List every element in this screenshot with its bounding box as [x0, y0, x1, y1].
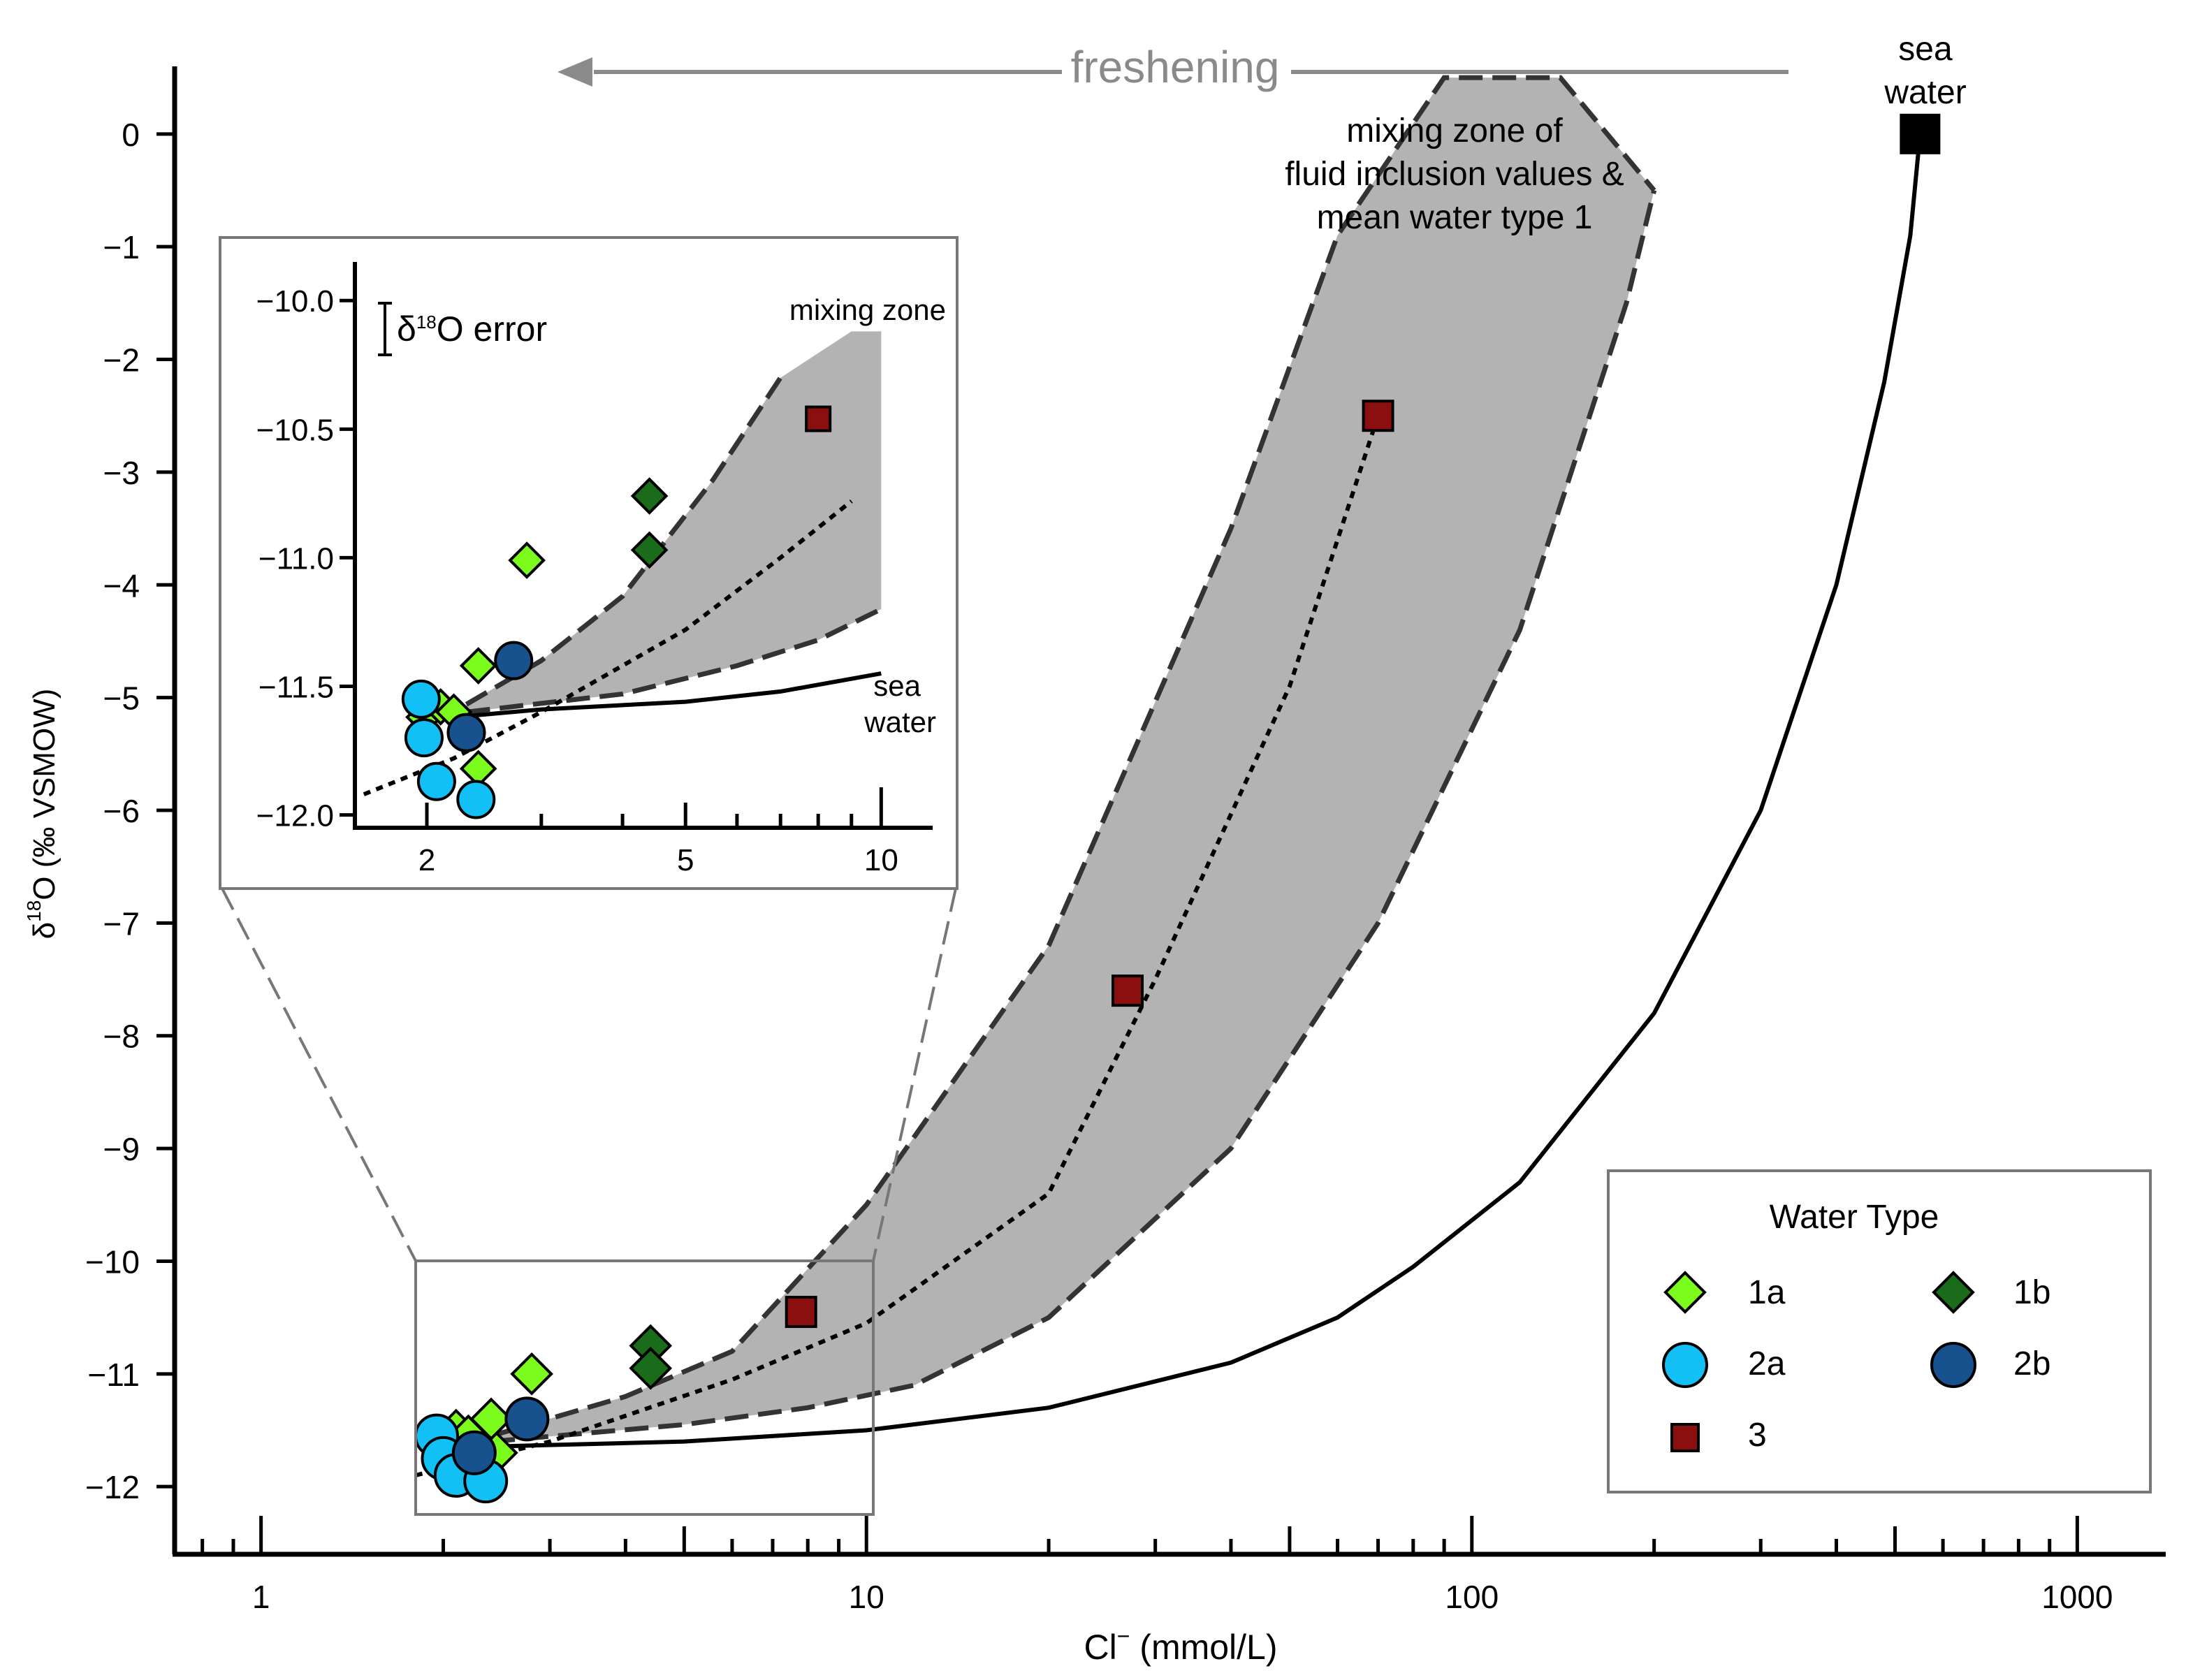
- data-point-1b: [629, 1346, 673, 1390]
- freshening-arrowhead: [558, 57, 592, 87]
- y-tick-label: −8: [103, 1018, 140, 1055]
- inset-sea-label-line1: sea: [873, 669, 921, 702]
- inset-plot: −10.0 −10.5 −11.0 −11.5 −12.0 2 5 10: [219, 236, 959, 890]
- inset-x-tick-label: 2: [418, 843, 435, 877]
- inset-x-tick-label: 5: [677, 843, 694, 877]
- inset-data-point-2a: [401, 679, 441, 719]
- inset-data-point-2a: [404, 718, 444, 758]
- y-tick-label: −4: [103, 567, 140, 604]
- data-point-1a: [510, 1352, 553, 1396]
- inset-data-point-1b: [630, 477, 669, 515]
- y-tick-label: −9: [103, 1131, 140, 1167]
- legend-label-2b: 2b: [2013, 1345, 2050, 1382]
- y-tick-label: 0: [122, 117, 140, 153]
- mixing-zone-label-line2: fluid inclusion values &: [1285, 156, 1624, 193]
- y-tick-label: −10: [85, 1243, 140, 1280]
- legend-marker-3: [1670, 1423, 1700, 1452]
- inset-y-tick-label: −10.0: [256, 284, 334, 319]
- mixing-zone-label-line3: mean water type 1: [1317, 199, 1593, 236]
- mean-water-line: [415, 415, 1380, 1477]
- mixing-zone-label-line1: mixing zone of: [1346, 112, 1563, 149]
- inset-y-tick-label: −10.5: [256, 413, 334, 447]
- inset-y-tick-label: −11.0: [258, 541, 334, 576]
- mixing-zone-lower-bound: [490, 189, 1657, 1445]
- inset-data-point-2a: [416, 761, 456, 801]
- inset-mixing-zone-area: [466, 331, 882, 713]
- y-tick-label: −7: [103, 905, 140, 942]
- y-axis-label: δ18O (‰ VSMOW): [23, 689, 61, 940]
- inset-x-tick-label: 10: [864, 843, 898, 877]
- inset-zone-lower-bound: [466, 606, 882, 715]
- sea-water-label-line2: water: [1883, 74, 1966, 111]
- inset-y-tick-label: −12.0: [256, 799, 334, 833]
- x-tick-label: 1000: [2041, 1579, 2113, 1615]
- inset-data-point-1a: [459, 647, 497, 685]
- legend-label-1a: 1a: [1748, 1274, 1786, 1311]
- sea-water-point: [1900, 113, 1941, 154]
- x-axis-label: Cl− (mmol/L): [1084, 1623, 1277, 1667]
- y-tick-label: −6: [103, 793, 140, 829]
- x-tick-label: 10: [849, 1579, 884, 1615]
- inset-data-point-1b: [630, 531, 669, 569]
- inset-error-label: δ18O error: [397, 309, 547, 349]
- inset-zone-upper-bound: [465, 376, 783, 707]
- y-tick-label: −1: [103, 229, 140, 265]
- sea-water-label-line1: sea: [1898, 31, 1953, 68]
- inset-mixing-zone-label: mixing zone: [789, 293, 946, 326]
- zoom-connector-right: [872, 888, 957, 1262]
- inset-y-tick-label: −11.5: [258, 671, 334, 705]
- y-tick-label: −12: [85, 1469, 140, 1505]
- legend-marker-2b: [1930, 1342, 1976, 1388]
- freshening-label: freshening: [1071, 42, 1280, 92]
- data-point-2b: [504, 1396, 550, 1442]
- x-tick-label: 1: [252, 1579, 270, 1615]
- seawater-mixing-curve: [468, 133, 1923, 1449]
- y-tick-label: −11: [87, 1357, 140, 1393]
- legend-label-3: 3: [1748, 1417, 1767, 1454]
- inset-data-point-3: [805, 405, 832, 432]
- y-tick-label: −2: [103, 342, 140, 379]
- main-plot: 0 −1 −2 −3 −4 −5 −6 −7 −8 −9 −10 −11 −12 1 10 100 1000: [85, 57, 2166, 1615]
- data-point-3: [785, 1296, 817, 1329]
- x-tick-label: 100: [1445, 1579, 1499, 1615]
- legend-label-1b: 1b: [2013, 1274, 2050, 1311]
- inset-sea-curve: [453, 671, 882, 720]
- legend-label-2a: 2a: [1748, 1345, 1786, 1382]
- legend-marker-1b: [1932, 1271, 1975, 1314]
- zoom-region-box: [414, 1259, 875, 1516]
- legend-title: Water Type: [1770, 1199, 1939, 1236]
- inset-data-point-2a: [456, 780, 496, 819]
- mixing-zone-upper-bound: [490, 75, 1656, 1438]
- data-point-3: [1112, 974, 1144, 1007]
- inset-data-point-1a: [508, 541, 546, 579]
- data-point-3: [1362, 400, 1394, 432]
- legend-marker-2a: [1662, 1342, 1708, 1388]
- inset-data-point-2b: [446, 713, 486, 752]
- legend-marker-1a: [1663, 1271, 1707, 1314]
- data-point-2b: [451, 1430, 497, 1475]
- zoom-connector-left: [221, 888, 417, 1262]
- inset-sea-label-line2: water: [864, 706, 936, 738]
- y-tick-label: −3: [103, 455, 140, 491]
- y-tick-label: −5: [103, 680, 140, 717]
- inset-data-point-2b: [494, 641, 534, 680]
